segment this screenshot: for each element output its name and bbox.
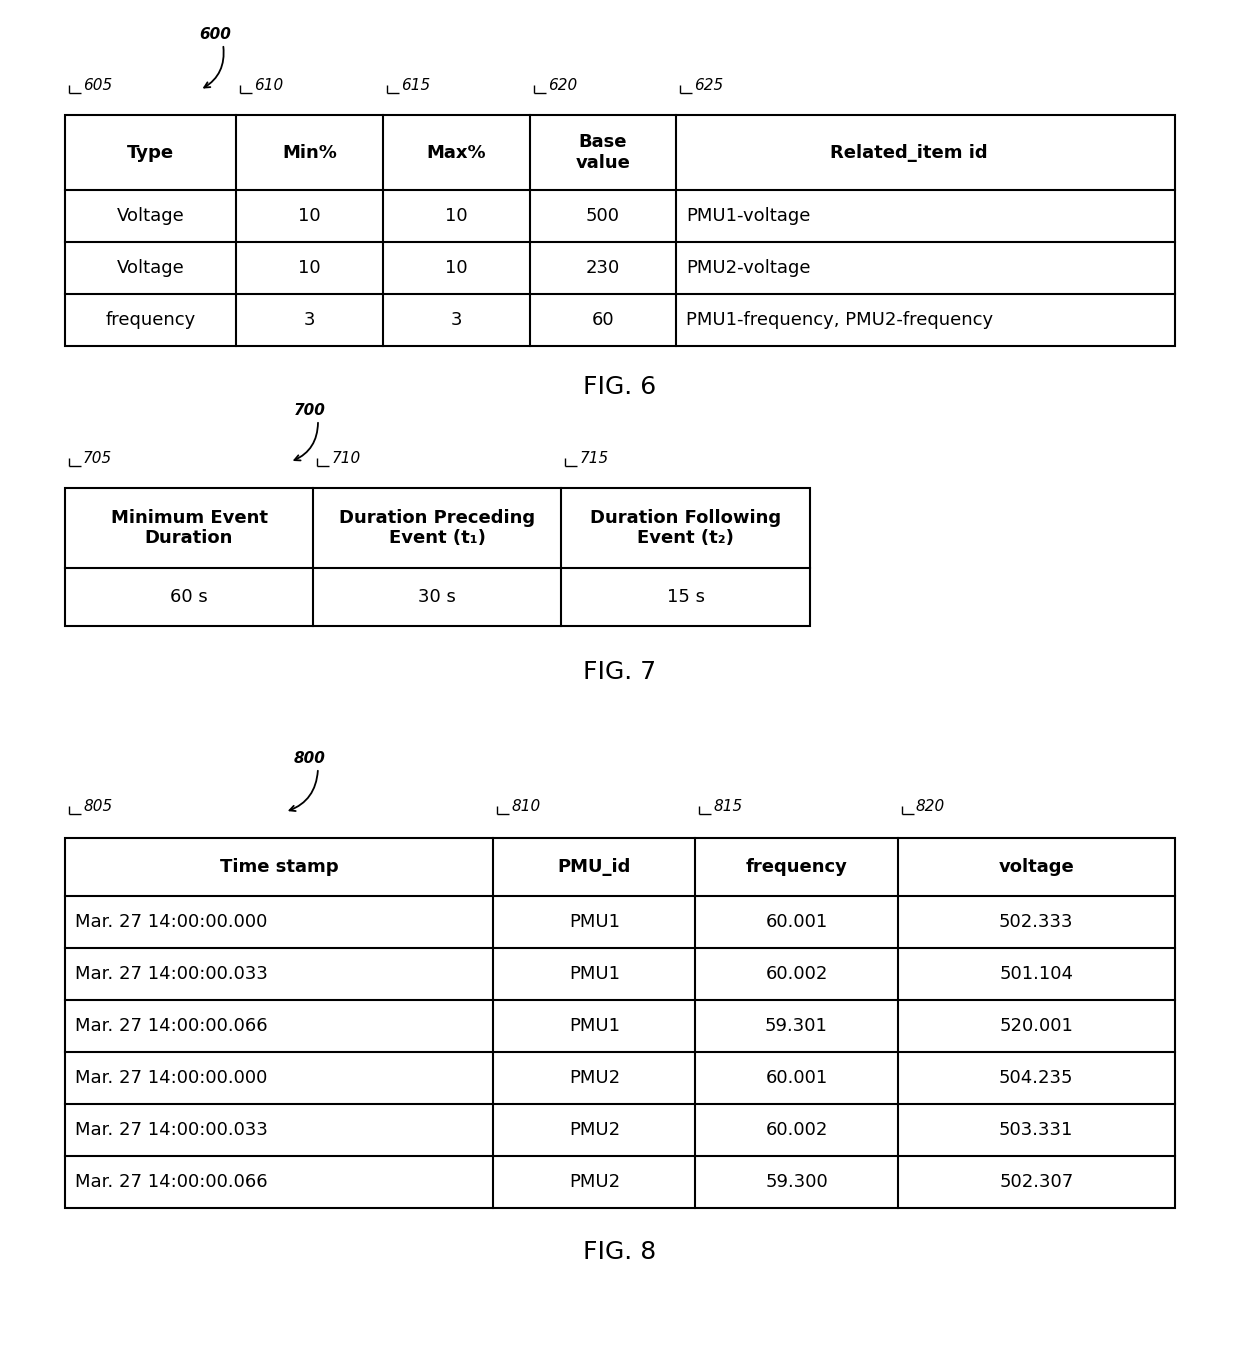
Text: 503.331: 503.331: [999, 1121, 1074, 1139]
Text: 3: 3: [304, 311, 315, 329]
Text: frequency: frequency: [745, 858, 847, 876]
Text: 605: 605: [83, 78, 113, 93]
Text: 715: 715: [579, 451, 609, 466]
Text: 15 s: 15 s: [667, 588, 704, 606]
Text: Duration Following
Event (t₂): Duration Following Event (t₂): [590, 509, 781, 547]
Text: 60.002: 60.002: [765, 1121, 827, 1139]
Text: 10: 10: [299, 207, 321, 225]
Text: 610: 610: [254, 78, 284, 93]
Text: 60 s: 60 s: [170, 588, 208, 606]
Text: 10: 10: [445, 259, 467, 277]
Text: PMU2-voltage: PMU2-voltage: [686, 259, 811, 277]
Text: Mar. 27 14:00:00.033: Mar. 27 14:00:00.033: [74, 964, 268, 983]
Text: Duration Preceding
Event (t₁): Duration Preceding Event (t₁): [339, 509, 536, 547]
Text: 3: 3: [450, 311, 463, 329]
Bar: [64, 837, 1176, 1209]
Text: 500: 500: [585, 207, 620, 225]
Text: Base
value: Base value: [575, 134, 630, 172]
Text: voltage: voltage: [998, 858, 1074, 876]
Text: PMU2: PMU2: [569, 1069, 620, 1087]
Text: 705: 705: [83, 451, 113, 466]
Text: 60.002: 60.002: [765, 964, 827, 983]
Text: Related_item id: Related_item id: [830, 143, 987, 161]
Text: Time stamp: Time stamp: [219, 858, 339, 876]
Text: 60.001: 60.001: [765, 913, 827, 932]
Text: Voltage: Voltage: [117, 207, 185, 225]
Text: 805: 805: [83, 799, 113, 814]
Text: 59.300: 59.300: [765, 1173, 828, 1191]
Text: Voltage: Voltage: [117, 259, 185, 277]
Bar: [64, 115, 1176, 346]
Text: 600: 600: [200, 27, 231, 42]
Text: 620: 620: [548, 78, 577, 93]
Text: 59.301: 59.301: [765, 1018, 828, 1035]
Text: 30 s: 30 s: [418, 588, 456, 606]
Text: 502.333: 502.333: [999, 913, 1074, 932]
Bar: [64, 488, 810, 626]
Text: 60.001: 60.001: [765, 1069, 827, 1087]
Text: 700: 700: [294, 402, 326, 417]
Text: 10: 10: [445, 207, 467, 225]
Text: PMU1-frequency, PMU2-frequency: PMU1-frequency, PMU2-frequency: [686, 311, 993, 329]
Text: Mar. 27 14:00:00.000: Mar. 27 14:00:00.000: [74, 1069, 268, 1087]
Text: PMU1: PMU1: [569, 964, 620, 983]
Text: PMU1-voltage: PMU1-voltage: [686, 207, 811, 225]
Text: Mar. 27 14:00:00.033: Mar. 27 14:00:00.033: [74, 1121, 268, 1139]
Text: 625: 625: [694, 78, 723, 93]
Text: frequency: frequency: [105, 311, 196, 329]
Text: PMU2: PMU2: [569, 1121, 620, 1139]
Text: 10: 10: [299, 259, 321, 277]
Text: 230: 230: [585, 259, 620, 277]
Text: PMU2: PMU2: [569, 1173, 620, 1191]
Text: Type: Type: [128, 143, 175, 161]
Text: 60: 60: [591, 311, 614, 329]
Text: Mar. 27 14:00:00.000: Mar. 27 14:00:00.000: [74, 913, 268, 932]
Text: FIG. 6: FIG. 6: [583, 375, 657, 400]
Text: 800: 800: [294, 752, 326, 767]
Text: 501.104: 501.104: [999, 964, 1074, 983]
Text: 815: 815: [713, 799, 743, 814]
Text: Min%: Min%: [283, 143, 337, 161]
Text: 502.307: 502.307: [999, 1173, 1074, 1191]
Text: Minimum Event
Duration: Minimum Event Duration: [110, 509, 268, 547]
Text: 615: 615: [401, 78, 430, 93]
Text: 520.001: 520.001: [999, 1018, 1073, 1035]
Text: PMU1: PMU1: [569, 913, 620, 932]
Text: FIG. 7: FIG. 7: [584, 660, 656, 683]
Text: PMU1: PMU1: [569, 1018, 620, 1035]
Text: Max%: Max%: [427, 143, 486, 161]
Text: Mar. 27 14:00:00.066: Mar. 27 14:00:00.066: [74, 1018, 268, 1035]
Text: 710: 710: [331, 451, 361, 466]
Text: 810: 810: [511, 799, 541, 814]
Text: 504.235: 504.235: [999, 1069, 1074, 1087]
Text: Mar. 27 14:00:00.066: Mar. 27 14:00:00.066: [74, 1173, 268, 1191]
Text: PMU_id: PMU_id: [558, 858, 631, 876]
Text: 820: 820: [915, 799, 945, 814]
Text: FIG. 8: FIG. 8: [583, 1240, 657, 1264]
